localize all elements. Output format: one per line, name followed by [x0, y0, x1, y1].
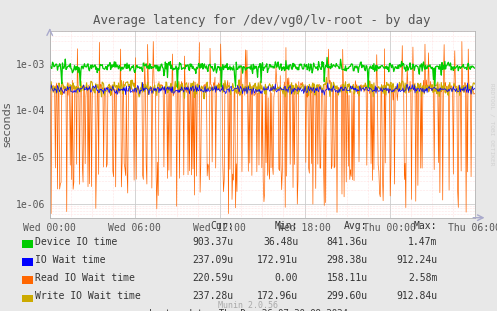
Text: 158.11u: 158.11u	[327, 273, 368, 283]
Text: Min:: Min:	[275, 220, 298, 230]
Text: Cur:: Cur:	[210, 220, 234, 230]
Text: 841.36u: 841.36u	[327, 237, 368, 247]
Text: 172.91u: 172.91u	[257, 255, 298, 265]
Text: Avg:: Avg:	[344, 220, 368, 230]
Text: Munin 2.0.56: Munin 2.0.56	[219, 301, 278, 310]
Text: Device IO time: Device IO time	[35, 237, 117, 247]
Text: 298.38u: 298.38u	[327, 255, 368, 265]
Y-axis label: seconds: seconds	[2, 102, 13, 147]
Text: 237.28u: 237.28u	[192, 291, 234, 301]
Text: 2.58m: 2.58m	[408, 273, 437, 283]
Text: 299.60u: 299.60u	[327, 291, 368, 301]
Text: 903.37u: 903.37u	[192, 237, 234, 247]
Text: RRDTOOL / TOBI OETIKER: RRDTOOL / TOBI OETIKER	[490, 83, 495, 166]
Text: Write IO Wait time: Write IO Wait time	[35, 291, 141, 301]
Text: Last update: Thu Dec 26 07:30:09 2024: Last update: Thu Dec 26 07:30:09 2024	[149, 309, 348, 311]
Title: Average latency for /dev/vg0/lv-root - by day: Average latency for /dev/vg0/lv-root - b…	[93, 14, 431, 27]
Text: Max:: Max:	[414, 220, 437, 230]
Text: 1.47m: 1.47m	[408, 237, 437, 247]
Text: 220.59u: 220.59u	[192, 273, 234, 283]
Text: Read IO Wait time: Read IO Wait time	[35, 273, 135, 283]
Text: 912.24u: 912.24u	[396, 255, 437, 265]
Text: 172.96u: 172.96u	[257, 291, 298, 301]
Text: 912.84u: 912.84u	[396, 291, 437, 301]
Text: 36.48u: 36.48u	[263, 237, 298, 247]
Text: 237.09u: 237.09u	[192, 255, 234, 265]
Text: 0.00: 0.00	[275, 273, 298, 283]
Text: IO Wait time: IO Wait time	[35, 255, 105, 265]
